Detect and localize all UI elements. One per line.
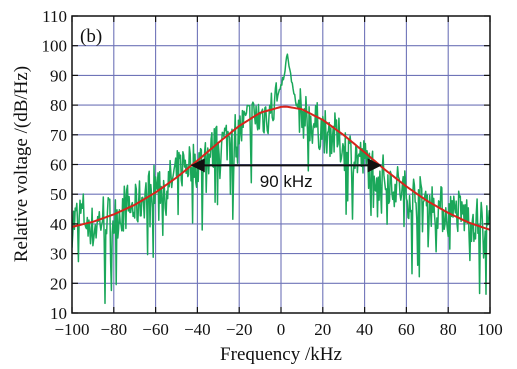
- y-axis-title: Relative voltage /(dB/Hz): [11, 66, 32, 262]
- x-tick-label: 100: [477, 320, 503, 339]
- x-axis-title: Frequency /kHz: [220, 344, 342, 365]
- y-tick-label: 100: [42, 37, 68, 56]
- fit-curve-line: [72, 105, 490, 231]
- y-tick-label: 90: [50, 66, 67, 85]
- x-tick-label: 80: [440, 320, 457, 339]
- y-tick-label: 40: [50, 215, 67, 234]
- y-tick-label: 30: [50, 245, 67, 264]
- x-tick-label: −40: [184, 320, 211, 339]
- axis-ticks: −100 −80 −60 −40 −20 0 20 40 60 80 100 10 20 30 40 50 60…: [42, 7, 503, 339]
- x-tick-label: 60: [398, 320, 415, 339]
- x-tick-label: 20: [314, 320, 331, 339]
- y-tick-label: 70: [50, 126, 67, 145]
- width-label: 90 kHz: [260, 172, 313, 191]
- series-layer: [72, 53, 490, 305]
- panel-label: (b): [80, 26, 102, 47]
- x-tick-label: −100: [54, 320, 89, 339]
- y-tick-label: 110: [42, 7, 67, 26]
- x-tick-label: 40: [356, 320, 373, 339]
- x-tick-label: −80: [101, 320, 128, 339]
- y-tick-label: 10: [50, 304, 67, 323]
- y-tick-label: 50: [50, 185, 67, 204]
- x-tick-label: −20: [226, 320, 253, 339]
- measured-spectrum-line: [72, 53, 490, 305]
- y-tick-label: 80: [50, 96, 67, 115]
- annotation-layer: 90 kHz: [190, 158, 382, 191]
- x-tick-label: 0: [277, 320, 286, 339]
- y-tick-label: 60: [50, 156, 67, 175]
- y-tick-label: 20: [50, 274, 67, 293]
- x-tick-label: −60: [142, 320, 169, 339]
